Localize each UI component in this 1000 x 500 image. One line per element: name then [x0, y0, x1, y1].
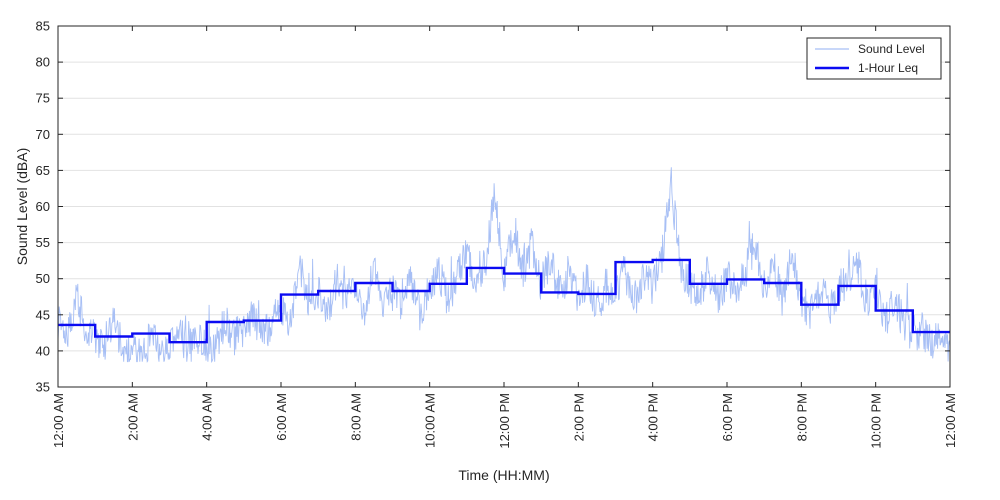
x-tick-label: 12:00 PM: [497, 393, 512, 449]
y-tick-label: 50: [36, 271, 50, 286]
y-tick-label: 60: [36, 199, 50, 214]
y-tick-label: 70: [36, 127, 50, 142]
y-tick-label: 45: [36, 307, 50, 322]
y-tick-label: 75: [36, 91, 50, 106]
x-tick-label: 8:00 PM: [794, 393, 809, 441]
legend-box: [806, 37, 942, 80]
y-tick-label: 80: [36, 55, 50, 70]
x-tick-label: 8:00 AM: [348, 393, 363, 441]
y-tick-label: 35: [36, 380, 50, 395]
x-tick-label: 6:00 PM: [720, 393, 735, 441]
y-axis-title: Sound Level (dBA): [14, 148, 30, 266]
y-tick-label: 40: [36, 343, 50, 358]
legend-label-sound-level: Sound Level: [858, 42, 925, 56]
x-tick-label: 4:00 AM: [200, 393, 215, 441]
x-tick-label: 4:00 PM: [646, 393, 661, 441]
y-tick-label: 55: [36, 235, 50, 250]
x-tick-label: 10:00 AM: [423, 393, 438, 448]
x-tick-label: 12:00 AM: [51, 393, 66, 448]
x-tick-label: 6:00 AM: [274, 393, 289, 441]
ticks-layer: 35 40 45 50 55 60 65 70 75 80 85 12:00 AM 2:00 AM 4:0…: [36, 19, 958, 449]
series-1-hour-leq: [58, 258, 950, 344]
x-tick-label: 2:00 AM: [125, 393, 140, 441]
x-tick-label: 2:00 PM: [571, 393, 586, 441]
y-tick-label: 85: [36, 19, 50, 34]
x-tick-label: 12:00 AM: [943, 393, 958, 448]
y-tick-label: 65: [36, 163, 50, 178]
series-layer: [57, 167, 951, 363]
legend-label-leq: 1-Hour Leq: [858, 61, 918, 75]
legend: Sound Level 1-Hour Leq: [806, 37, 942, 80]
x-tick-label: 10:00 PM: [869, 393, 884, 449]
x-axis-title: Time (HH:MM): [458, 467, 549, 483]
